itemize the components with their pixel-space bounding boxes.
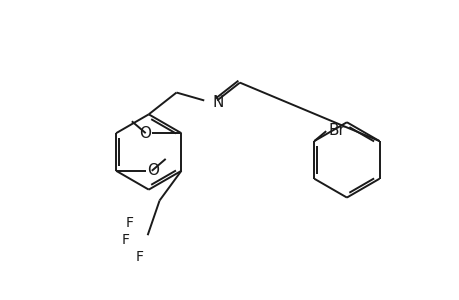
- Text: F: F: [135, 250, 144, 264]
- Text: O: O: [138, 126, 151, 141]
- Text: Br: Br: [327, 123, 344, 138]
- Text: F: F: [126, 216, 134, 230]
- Text: N: N: [212, 95, 223, 110]
- Text: O: O: [146, 163, 158, 178]
- Text: F: F: [122, 233, 129, 247]
